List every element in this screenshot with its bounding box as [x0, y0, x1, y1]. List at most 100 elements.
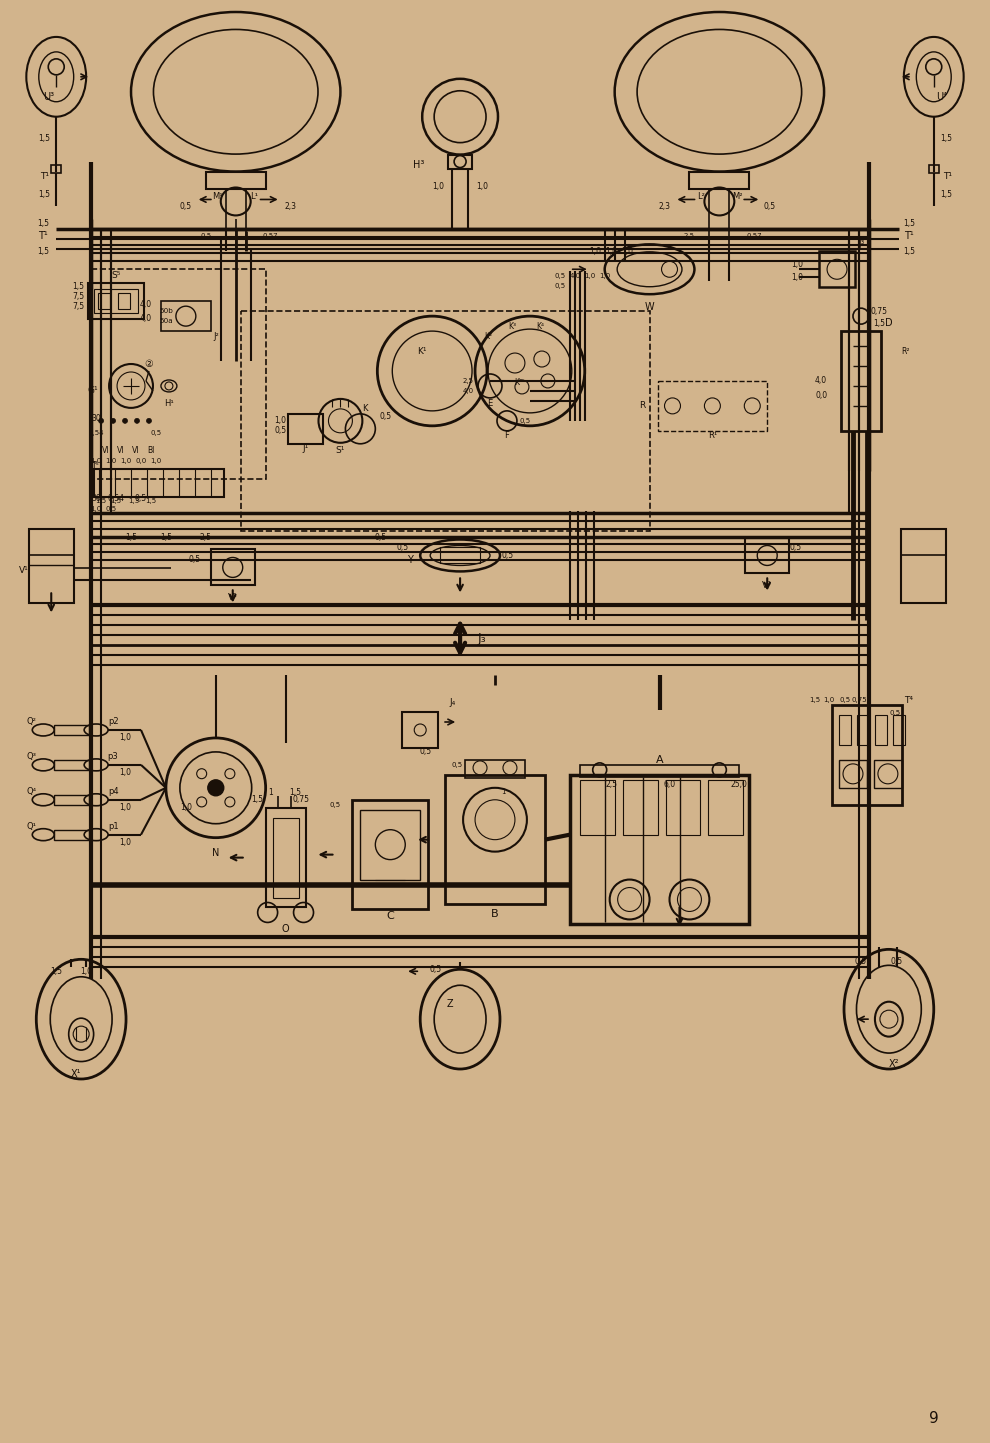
Text: Vl: Vl [133, 446, 140, 455]
Bar [819, 251, 855, 287]
Text: 1,5: 1,5 [146, 498, 156, 504]
Text: 0,5: 0,5 [520, 418, 531, 424]
Bar [448, 154, 472, 169]
Text: 1,0: 1,0 [119, 804, 131, 812]
Bar [54, 760, 89, 771]
Text: 2,5: 2,5 [684, 234, 695, 240]
Text: J³: J³ [859, 240, 865, 248]
Text: 4,0: 4,0 [815, 377, 827, 385]
Text: 1,5: 1,5 [289, 788, 302, 798]
Bar [54, 795, 89, 805]
Text: T¹: T¹ [39, 231, 49, 241]
Text: W: W [644, 302, 654, 312]
Bar [901, 528, 945, 603]
Bar [580, 779, 615, 834]
Text: O: O [282, 925, 289, 935]
Text: 0,5: 0,5 [840, 697, 850, 703]
Bar [30, 528, 74, 603]
Text: A: A [655, 755, 663, 765]
Text: R¹: R¹ [708, 431, 717, 440]
Circle shape [208, 779, 224, 795]
Text: J¹: J¹ [302, 444, 309, 453]
Text: 1,0: 1,0 [476, 182, 488, 190]
Text: Z: Z [446, 999, 453, 1009]
Bar [206, 172, 265, 189]
Bar [360, 810, 420, 880]
Text: 0,5: 0,5 [554, 273, 565, 280]
Bar [94, 469, 224, 496]
Text: 1,0: 1,0 [106, 457, 117, 463]
Text: X¹: X¹ [71, 1069, 81, 1079]
Bar [54, 724, 89, 734]
Bar [665, 779, 700, 834]
Text: G¹: G¹ [88, 387, 98, 395]
Text: 1,5: 1,5 [38, 247, 50, 255]
Bar [118, 293, 130, 309]
Text: 0,5: 0,5 [180, 202, 192, 211]
Text: B: B [491, 909, 499, 919]
Text: 1,0: 1,0 [791, 273, 803, 281]
Text: 0,5: 0,5 [150, 430, 161, 436]
Bar [54, 830, 89, 840]
Text: K¹: K¹ [418, 346, 427, 355]
Text: M¹: M¹ [213, 192, 223, 201]
Bar [709, 779, 743, 834]
Text: 0,75: 0,75 [870, 307, 887, 316]
Text: K⁴: K⁴ [536, 322, 544, 330]
Text: 1,5: 1,5 [903, 219, 915, 228]
Text: T¹: T¹ [943, 172, 952, 180]
Text: ②: ② [145, 359, 153, 369]
Text: 1,0: 1,0 [150, 457, 161, 463]
Text: 1,5: 1,5 [96, 498, 107, 504]
Text: F: F [505, 431, 510, 440]
Text: 6,0: 6,0 [663, 781, 675, 789]
Bar [875, 716, 887, 745]
Bar [51, 165, 61, 173]
Text: 0,0: 0,0 [815, 391, 827, 400]
Text: Vl: Vl [117, 446, 125, 455]
Text: 1,5: 1,5 [72, 281, 84, 290]
Text: 1,5: 1,5 [873, 319, 885, 328]
Text: 0,75: 0,75 [292, 795, 309, 804]
Text: p2: p2 [108, 717, 119, 726]
Text: 4,0: 4,0 [140, 300, 152, 309]
Text: J₄: J₄ [449, 697, 455, 707]
Bar [91, 270, 265, 479]
Text: Q¹: Q¹ [27, 823, 37, 831]
Text: 1,0: 1,0 [584, 273, 595, 280]
Text: 4,0: 4,0 [462, 388, 473, 394]
Text: 1,0: 1,0 [90, 505, 102, 512]
Bar [623, 779, 657, 834]
Text: 1,0: 1,0 [119, 733, 131, 743]
Text: L²: L² [698, 192, 705, 201]
Text: 7,5: 7,5 [72, 291, 84, 300]
Text: 1,5: 1,5 [50, 967, 62, 975]
Text: 50a: 50a [159, 317, 172, 325]
Text: p3: p3 [108, 752, 119, 762]
Text: T¹: T¹ [40, 172, 49, 180]
Text: 1,0: 1,0 [599, 273, 610, 280]
Text: H³: H³ [413, 160, 424, 170]
Text: Vl: Vl [102, 446, 110, 455]
Text: Y: Y [407, 556, 413, 566]
Circle shape [123, 418, 128, 423]
Text: 1,0: 1,0 [121, 457, 132, 463]
Text: 4,0: 4,0 [569, 273, 580, 280]
Bar [272, 818, 299, 898]
Text: H¹: H¹ [164, 400, 174, 408]
Text: D: D [885, 317, 893, 328]
Text: K³: K³ [508, 322, 516, 330]
Bar [893, 716, 905, 745]
Text: 0,57: 0,57 [746, 234, 762, 240]
Text: V¹: V¹ [19, 566, 28, 574]
Bar [657, 381, 767, 431]
Text: 0,54: 0,54 [108, 494, 125, 504]
Bar [842, 330, 881, 431]
Text: 1,5: 1,5 [125, 532, 137, 543]
Text: 0,5: 0,5 [200, 234, 212, 240]
Text: 50b: 50b [159, 309, 173, 315]
Text: L¹: L¹ [249, 192, 257, 201]
Text: 1,5: 1,5 [251, 795, 263, 804]
Bar [857, 716, 869, 745]
Text: 0,5: 0,5 [135, 494, 148, 504]
